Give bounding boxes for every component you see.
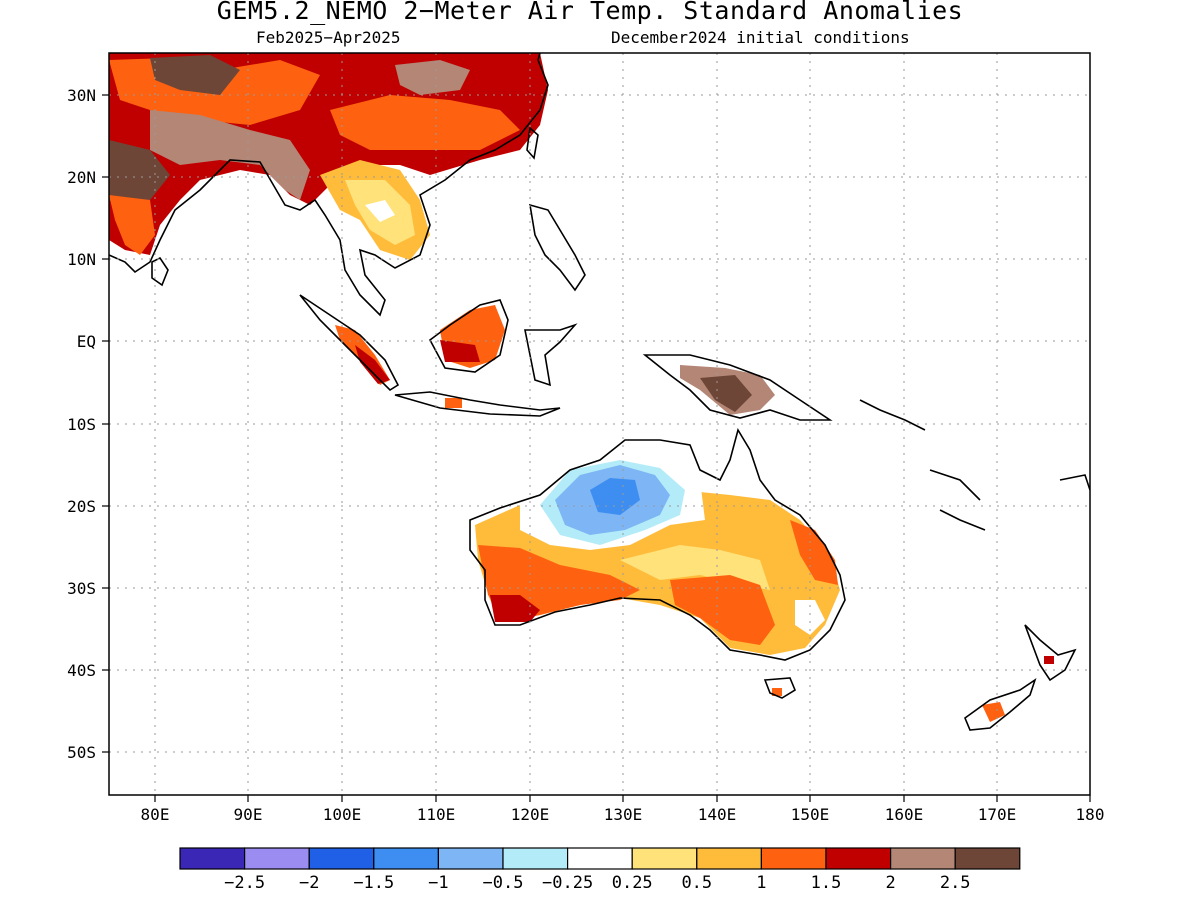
legend-label: −0.25 [542, 873, 593, 893]
coastline-tasmania [763, 677, 797, 699]
lon-label: 100E [323, 805, 362, 824]
lon-label: 130E [604, 805, 643, 824]
map-title: GEM5.2_NEMO 2−Meter Air Temp. Standard A… [216, 0, 964, 25]
asia-brown-region [150, 110, 310, 200]
india-orange-south [109, 195, 155, 255]
lon-label: 80E [141, 805, 170, 824]
coastline-sulawesi [524, 323, 578, 387]
nz-north-anomaly [1044, 656, 1054, 664]
legend-swatch [373, 847, 439, 870]
longitude-labels: 80E 90E 100E 110E 120E 130E 140E 150E 16… [141, 805, 1105, 824]
legend-label: −2.5 [224, 873, 265, 893]
legend-swatch [179, 847, 246, 870]
coastline-australia [469, 427, 846, 661]
latitude-labels: 30N 20N 10N EQ 10S 20S 30S 40S 50S [67, 86, 96, 762]
lat-label: 20S [67, 497, 96, 516]
coastline-borneo [428, 299, 509, 373]
australia-orange-southeast [670, 575, 775, 645]
anomaly-fields [109, 53, 1054, 722]
coastline-nz-south [964, 678, 1037, 731]
legend-label: 1.5 [811, 873, 842, 893]
coastline-java [394, 391, 561, 417]
legend-swatch [696, 847, 762, 870]
nz-anomaly [982, 702, 1005, 722]
coastline-pacific-islands [859, 399, 1090, 531]
legend-swatch [502, 847, 569, 870]
lat-label: 20N [67, 168, 96, 187]
legend-swatch [954, 847, 1021, 870]
initial-conditions: December2024 initial conditions [611, 28, 910, 47]
lon-label: 150E [791, 805, 830, 824]
coastline-asia [109, 53, 549, 317]
legend-label: 0.5 [681, 873, 712, 893]
lon-label: 180 [1076, 805, 1105, 824]
coastline-new-guinea [642, 354, 833, 421]
asia-orange-region-2 [330, 95, 520, 150]
lat-label: 40S [67, 661, 96, 680]
borneo-red [440, 340, 480, 362]
lat-label: 10S [67, 415, 96, 434]
legend-label: −2 [299, 873, 319, 893]
lat-label: 10N [67, 250, 96, 269]
lon-label: 110E [417, 805, 456, 824]
sumatra-red [355, 345, 390, 384]
lon-label: 90E [234, 805, 263, 824]
legend-swatch [825, 847, 892, 870]
lon-label: 170E [978, 805, 1017, 824]
legend-swatch [566, 847, 633, 870]
australia-white-se [795, 600, 825, 635]
australia-red-sw [490, 595, 540, 622]
indochina-white-spot [365, 200, 395, 222]
lat-label: 50S [67, 743, 96, 762]
legend-swatch [308, 847, 375, 870]
legend-label: 0.25 [612, 873, 653, 893]
legend-label: 2.5 [940, 873, 971, 893]
lat-label: 30N [67, 86, 96, 105]
tasmania-anomaly [772, 688, 782, 696]
lat-label: 30S [67, 579, 96, 598]
coastline-taiwan [526, 126, 539, 160]
asia-darkbrown-region [150, 55, 240, 95]
gridlines [109, 53, 1090, 795]
legend-swatch [760, 847, 827, 870]
lon-label: 140E [698, 805, 737, 824]
asia-brown-region-2 [395, 60, 470, 95]
legend-swatch [631, 847, 698, 870]
legend-label: 1 [756, 873, 766, 893]
new-guinea-darkbrown [700, 375, 752, 412]
legend-label: −1.5 [353, 873, 394, 893]
java-anomaly [445, 398, 462, 408]
legend-swatch [437, 847, 504, 870]
legend-swatch [889, 847, 956, 870]
coastline-sri-lanka [151, 256, 169, 287]
australia-orange-east [790, 520, 838, 585]
legend-label: −0.5 [483, 873, 524, 893]
coastline-philippines [529, 203, 586, 292]
legend-swatch [244, 847, 310, 870]
forecast-period: Feb2025−Apr2025 [256, 28, 401, 47]
lon-label: 160E [885, 805, 924, 824]
lat-label: EQ [77, 332, 96, 351]
axis-ticks [102, 94, 1091, 802]
legend-label: 2 [885, 873, 895, 893]
color-legend: −2.5 −2 −1.5 −1 −0.5 −0.25 0.25 0.5 1 1.5 2 2.5 [179, 847, 1021, 893]
legend-label: −1 [428, 873, 448, 893]
coastlines [109, 53, 1090, 731]
lon-label: 120E [511, 805, 550, 824]
coastline-sumatra [299, 294, 400, 392]
australia-blue-core [590, 478, 640, 515]
coastline-nz-north [1024, 624, 1077, 682]
